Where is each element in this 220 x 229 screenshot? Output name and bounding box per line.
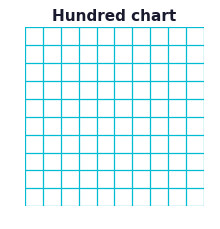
Title: Hundred chart: Hundred chart (52, 8, 176, 24)
